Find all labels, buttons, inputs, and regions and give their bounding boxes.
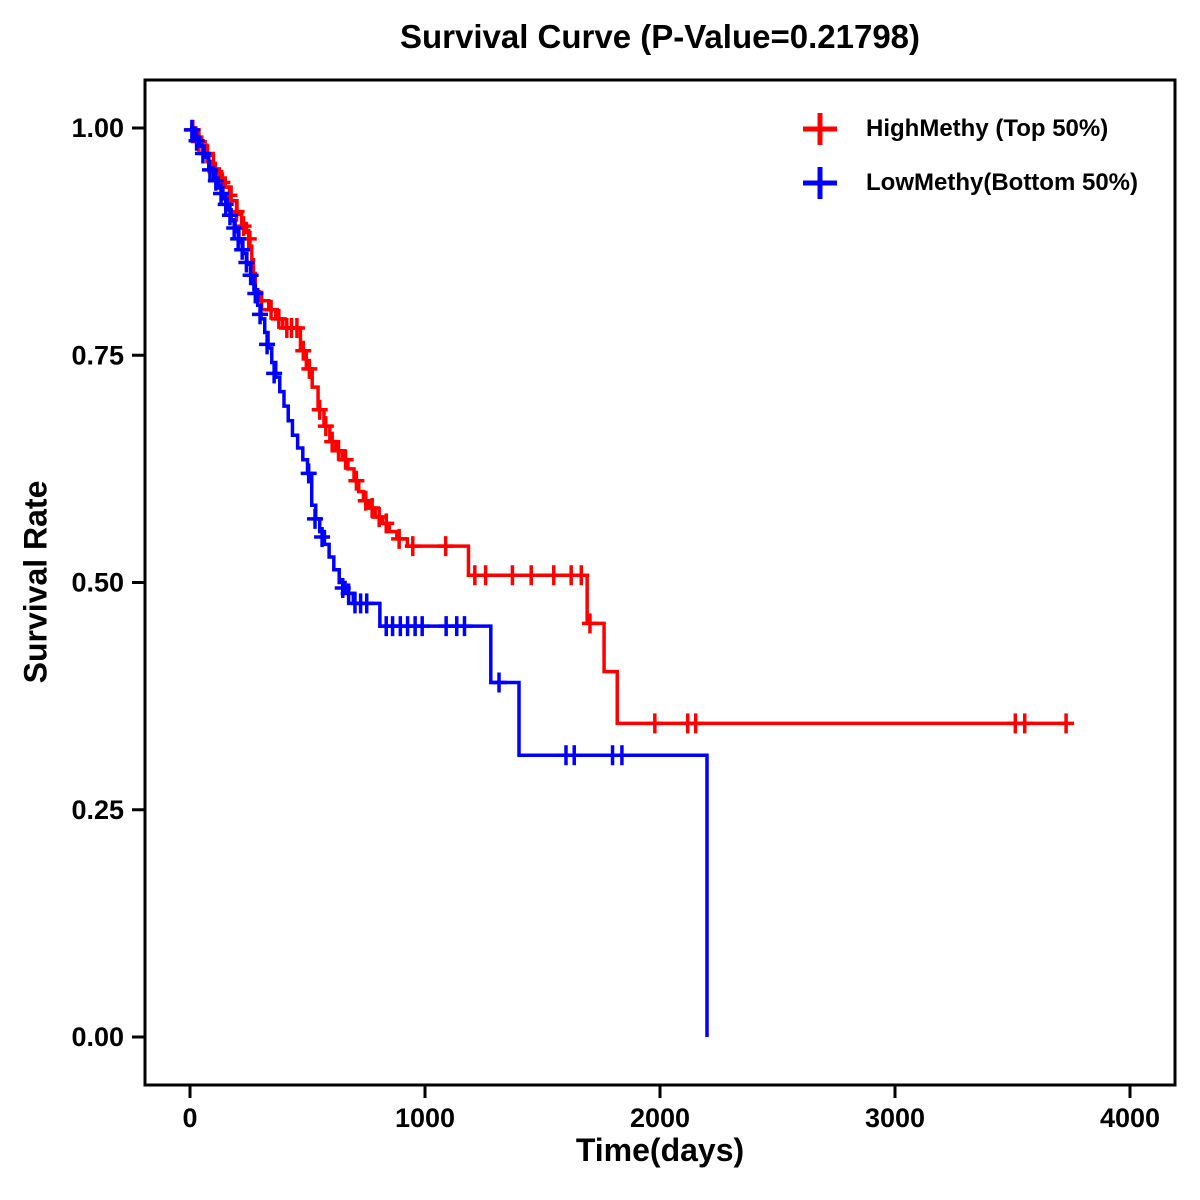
legend: HighMethy (Top 50%) LowMethy(Bottom 50%) xyxy=(800,110,1138,202)
series-lowmethy xyxy=(183,119,709,1037)
legend-item-highmethy: HighMethy (Top 50%) xyxy=(800,110,1138,148)
legend-label-lowmethy: LowMethy(Bottom 50%) xyxy=(866,169,1138,196)
survival-curve-lowmethy xyxy=(190,126,709,1037)
y-axis-label: Survival Rate xyxy=(17,480,54,684)
plot-frame xyxy=(143,78,1177,1087)
y-tick-label: 0.00 xyxy=(71,1022,124,1052)
x-tick-label: 1000 xyxy=(395,1103,455,1133)
legend-item-lowmethy: LowMethy(Bottom 50%) xyxy=(800,164,1138,202)
y-tick-label: 0.25 xyxy=(71,795,124,825)
plus-marker-icon xyxy=(803,113,837,145)
x-tick-label: 0 xyxy=(182,1103,197,1133)
series-highmethy xyxy=(184,119,1075,734)
legend-label-highmethy: HighMethy (Top 50%) xyxy=(866,115,1109,142)
x-axis-label: Time(days) xyxy=(575,1132,745,1168)
y-tick-label: 0.50 xyxy=(71,568,124,598)
x-tick-label: 4000 xyxy=(1100,1103,1160,1133)
plus-marker-icon xyxy=(803,167,837,199)
x-tick-label: 2000 xyxy=(630,1103,690,1133)
x-tick-label: 3000 xyxy=(865,1103,925,1133)
y-tick-label: 1.00 xyxy=(71,113,124,143)
chart-title: Survival Curve (P-Value=0.21798) xyxy=(399,18,921,55)
y-tick-label: 0.75 xyxy=(71,340,124,370)
